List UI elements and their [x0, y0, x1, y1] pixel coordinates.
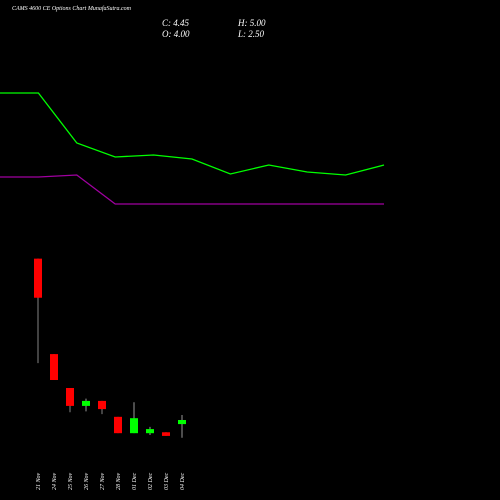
- x-tick-label: 28 Nov: [116, 472, 122, 490]
- candle-body: [162, 432, 170, 436]
- x-tick-label: 27 Nov: [100, 472, 106, 490]
- candle-body: [114, 416, 122, 434]
- x-tick-label: 03 Dec: [164, 473, 170, 490]
- candle-body: [34, 258, 42, 298]
- chart-title: CAMS 4600 CE Options Chart MunafaSutra.c…: [12, 5, 132, 12]
- candle-body: [146, 429, 154, 434]
- x-tick-label: 26 Nov: [84, 472, 90, 490]
- x-tick-label: 21 Nov: [36, 472, 42, 490]
- candle-body: [178, 419, 186, 425]
- candle-body: [98, 400, 106, 410]
- x-tick-label: 25 Nov: [68, 472, 74, 490]
- x-tick-label: 02 Dec: [148, 473, 154, 490]
- stat-close: C: 4.45: [162, 18, 190, 28]
- candle-body: [66, 388, 74, 406]
- x-tick-label: 04 Dec: [179, 473, 186, 490]
- x-tick-label: 24 Nov: [51, 472, 58, 490]
- x-tick-label: 01 Dec: [132, 473, 138, 490]
- candle-body: [130, 418, 138, 434]
- stat-low: L: 2.50: [237, 29, 265, 39]
- stat-open: O: 4.00: [162, 29, 190, 39]
- candle-body: [82, 400, 90, 406]
- indicator-line: [0, 92, 385, 176]
- indicator-line: [0, 174, 384, 205]
- stat-high: H: 5.00: [237, 18, 266, 28]
- candle-body: [50, 354, 58, 381]
